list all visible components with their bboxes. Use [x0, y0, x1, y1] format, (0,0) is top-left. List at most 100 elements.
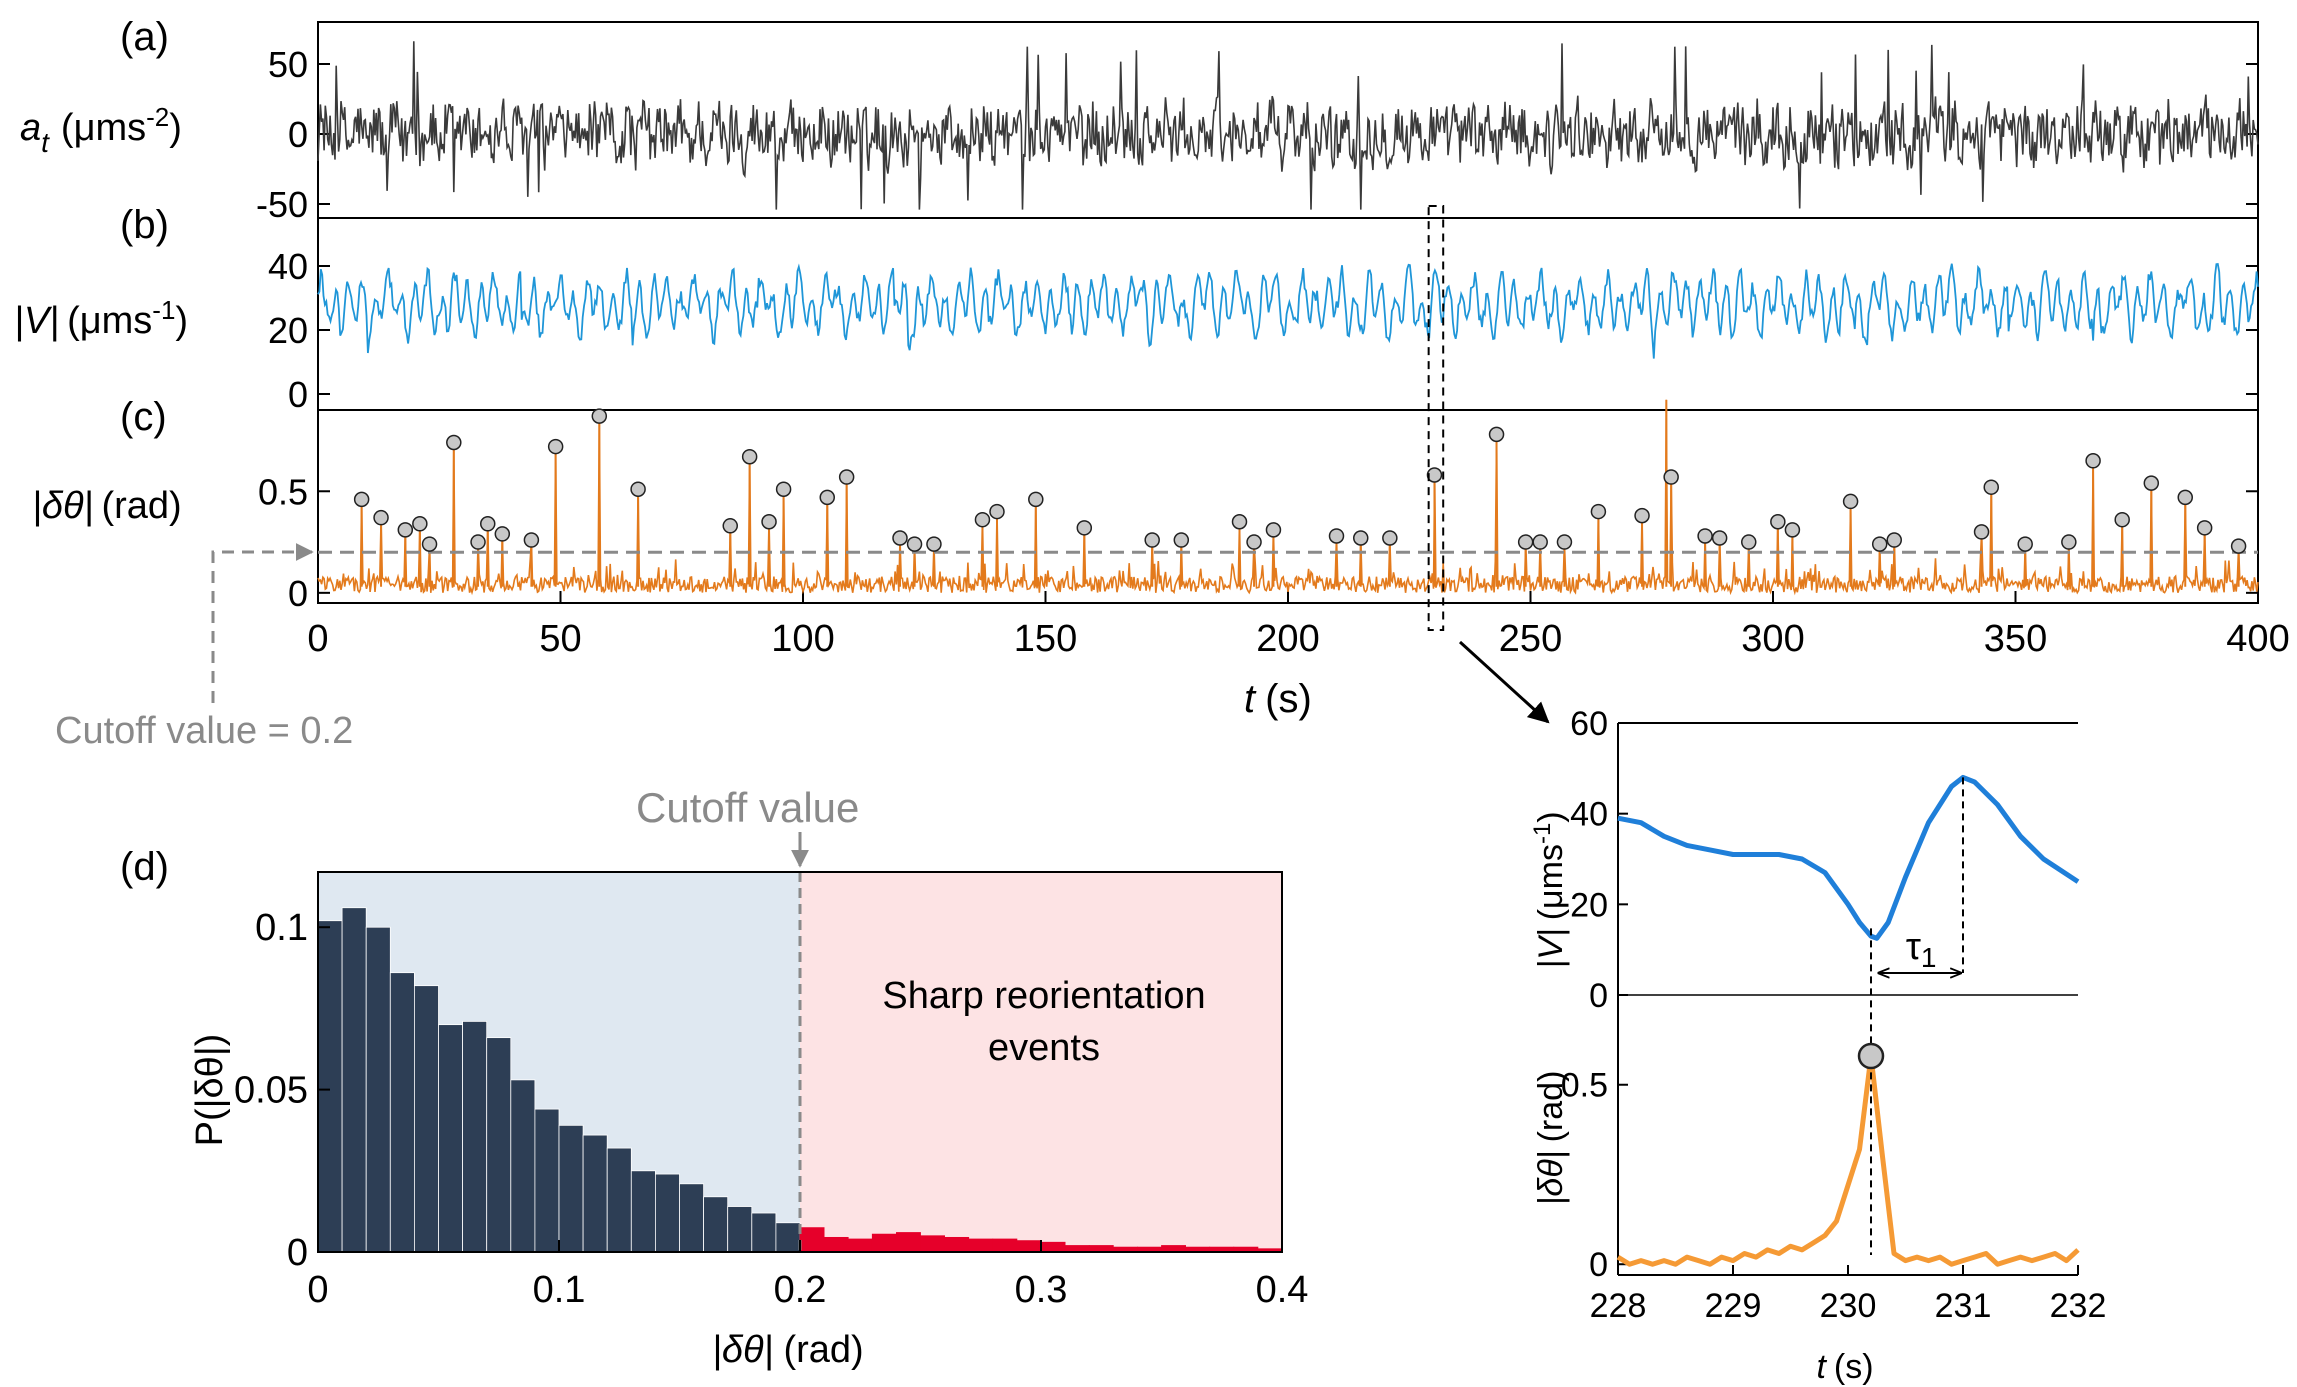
panel-d-xtick-label: 0.1: [533, 1269, 586, 1311]
hist-bar: [486, 1037, 512, 1253]
panel-b-speed: 40 20 0: [268, 246, 2259, 415]
hist-bar: [606, 1147, 632, 1253]
speed-series: [317, 262, 2259, 359]
inset-top-ytick-label: 20: [1570, 886, 1608, 924]
event-marker: [1265, 522, 1282, 538]
sharp-events-line2: events: [988, 1027, 1100, 1069]
event-marker: [1517, 534, 1534, 550]
panel-a-ytick-label: -50: [256, 184, 308, 225]
hist-bar: [944, 1236, 970, 1253]
event-marker: [630, 481, 646, 497]
hist-bar: [751, 1212, 777, 1253]
panel-c-xtick-label: 200: [1256, 618, 1319, 660]
hist-bar: [799, 1227, 825, 1253]
cutoff-pointer: [211, 543, 314, 703]
hist-bar: [847, 1238, 873, 1253]
angle-series: [317, 399, 2259, 596]
inset-xtick-label: 232: [2050, 1287, 2107, 1325]
inset-xtick-label: 231: [1935, 1287, 1992, 1325]
event-marker: [1973, 524, 1990, 540]
hist-bar: [968, 1238, 994, 1253]
hist-bar: [413, 985, 439, 1253]
cutoff-value-text: Cutoff value = 0.2: [55, 710, 353, 752]
hist-bar: [679, 1183, 705, 1253]
event-marker: [2230, 538, 2247, 554]
event-marker: [892, 530, 908, 546]
hist-bar: [655, 1173, 680, 1253]
inset-event-marker: [1857, 1042, 1885, 1070]
hist-bar: [558, 1124, 584, 1253]
event-marker: [1246, 534, 1262, 550]
event-marker: [1382, 530, 1398, 546]
hist-bar: [1016, 1240, 1042, 1253]
event-marker: [1426, 467, 1443, 483]
panel-d-histogram: 0 0.1 0.2 0.3 0.4 0.1 0.05 0: [234, 871, 1308, 1311]
xlabel-c: t (s): [1244, 677, 1312, 721]
event-marker: [1173, 532, 1190, 548]
event-marker: [480, 516, 496, 532]
event-marker: [1028, 491, 1044, 508]
event-marker: [494, 526, 511, 542]
hist-bar: [775, 1222, 801, 1253]
event-marker: [1328, 528, 1345, 544]
event-marker: [2143, 475, 2160, 491]
panel-d-xtick-label: 0.2: [774, 1269, 827, 1311]
hist-bar: [630, 1170, 656, 1253]
event-marker: [1076, 520, 1093, 536]
event-marker: [2017, 536, 2033, 552]
zoom-arrow: [1458, 640, 1550, 724]
event-marker: [373, 509, 389, 526]
event-marker: [353, 491, 370, 508]
event-marker: [1697, 528, 1713, 544]
ylabel-inset-bottom: |δθ|(rad): [1532, 1071, 1570, 1206]
hist-bar: [871, 1233, 897, 1253]
event-marker: [838, 469, 855, 485]
event-marker: [1634, 507, 1650, 524]
panel-c-xtick-label: 300: [1741, 618, 1804, 660]
event-marker: [421, 536, 438, 552]
inset-speed-series: [1617, 774, 2080, 941]
event-marker: [1784, 522, 1801, 538]
panel-label-b: (b): [120, 203, 169, 247]
hist-bar: [510, 1079, 536, 1253]
ylabel-inset-top: |V|(μms-1): [1529, 811, 1570, 968]
event-marker: [2085, 453, 2101, 469]
inset-xtick-label: 228: [1590, 1287, 1647, 1325]
panel-label-c: (c): [120, 395, 167, 439]
inset-xtick-label: 230: [1820, 1287, 1877, 1325]
event-marker: [1353, 530, 1369, 546]
event-marker: [1842, 493, 1859, 510]
panel-c-xtick-label: 0: [307, 618, 328, 660]
hist-bar: [582, 1134, 608, 1253]
panel-a-ytick-label: 0: [288, 114, 308, 155]
event-marker: [2196, 520, 2213, 536]
inset-bottom-ytick-label: 0.5: [1561, 1067, 1608, 1105]
event-marker: [722, 518, 738, 534]
event-marker: [761, 513, 777, 530]
panel-c-xtick-label: 400: [2226, 618, 2289, 660]
event-marker: [547, 438, 564, 455]
inset-xtick-label: 229: [1705, 1287, 1762, 1325]
xlabel-inset: t (s): [1816, 1348, 1873, 1386]
event-marker: [1590, 503, 1607, 520]
hist-bar: [920, 1235, 946, 1253]
event-marker: [412, 516, 428, 532]
event-marker: [1144, 532, 1160, 548]
event-marker: [1983, 479, 1999, 495]
zoom-window: [1427, 205, 1445, 631]
ylabel-d-text: P(|δθ|): [189, 1034, 231, 1147]
event-marker: [1886, 532, 1902, 548]
event-marker: [819, 489, 835, 506]
panel-c-xtick-label: 100: [771, 618, 834, 660]
panel-d-xtick-label: 0: [307, 1269, 328, 1311]
event-marker: [775, 481, 792, 497]
event-marker: [1663, 469, 1679, 485]
event-marker: [1488, 426, 1505, 443]
hist-bar: [1040, 1241, 1066, 1253]
event-marker: [523, 532, 540, 548]
hist-bar: [317, 920, 343, 1253]
panel-c-xtick-label: 350: [1984, 618, 2047, 660]
hist-bar: [341, 907, 367, 1253]
